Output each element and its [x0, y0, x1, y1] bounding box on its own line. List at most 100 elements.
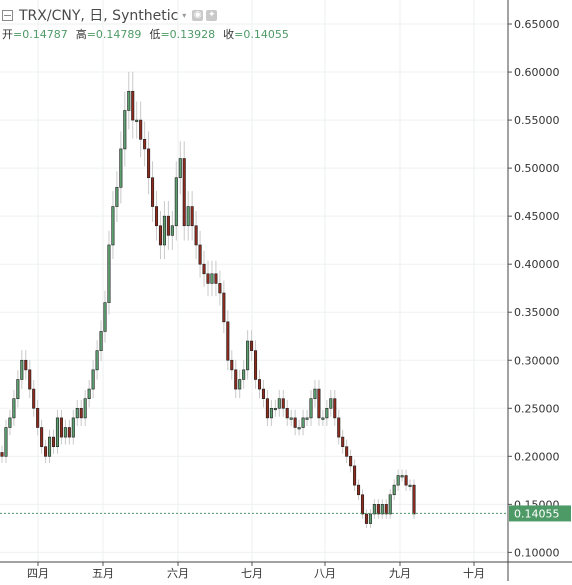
high-value: =0.14789 [86, 27, 142, 41]
candle [139, 101, 143, 158]
candle-body [357, 484, 361, 496]
candle-body [79, 407, 83, 419]
candle [265, 389, 269, 426]
candle [293, 409, 297, 436]
grid-lines [0, 0, 508, 562]
candle-body [139, 119, 143, 140]
y-tick-label: 0.50000 [514, 162, 560, 175]
candle-body [400, 475, 404, 478]
candle-body [24, 359, 28, 371]
candle-body [131, 90, 135, 121]
chevron-down-icon[interactable]: ▾ [182, 10, 187, 20]
candle [238, 370, 242, 399]
last-price-badge [509, 505, 571, 522]
candle [162, 201, 166, 260]
candle [234, 360, 238, 399]
candle [115, 171, 119, 223]
candle [111, 191, 115, 260]
candle [166, 201, 170, 250]
candle [51, 429, 56, 454]
candle [230, 350, 234, 380]
candle-body [206, 273, 210, 284]
candle [154, 191, 159, 241]
candle-body [301, 417, 305, 428]
candle [151, 161, 155, 223]
y-tick-label: 0.40000 [514, 258, 560, 271]
candle [214, 260, 218, 297]
candle-body [333, 398, 337, 419]
x-tick-label: 六月 [167, 567, 189, 580]
candle [376, 499, 380, 519]
candle-body [269, 407, 273, 419]
candle-body [12, 398, 16, 419]
candle-body [8, 417, 12, 428]
candle-body [123, 110, 127, 150]
candle-body [313, 388, 317, 399]
candle-body [0, 452, 4, 457]
candle-body [115, 187, 119, 207]
candle-body [75, 407, 79, 419]
eye-icon[interactable]: ◉ [192, 9, 204, 21]
close-label: 收 [223, 28, 235, 41]
candle-body [55, 417, 59, 448]
candle-body [67, 427, 71, 438]
x-tick-label: 十月 [463, 566, 485, 580]
candle-body [345, 446, 349, 457]
candle-body [329, 398, 333, 409]
y-tick-label: 0.25000 [514, 402, 560, 415]
candle-body [44, 446, 48, 457]
candle [218, 270, 222, 306]
candle [372, 499, 376, 519]
candle [337, 409, 341, 445]
x-tick-label: 七月 [241, 567, 263, 580]
candle [261, 379, 265, 408]
candle-body [147, 148, 151, 179]
candle [182, 141, 186, 241]
candle-body [119, 148, 123, 188]
candle [289, 409, 293, 426]
candle [349, 449, 353, 473]
close-value: =0.14055 [234, 27, 289, 41]
candle-body [71, 417, 75, 438]
candle [285, 399, 289, 426]
candle [158, 210, 162, 260]
candle-body [214, 273, 218, 284]
collapse-icon[interactable] [2, 9, 13, 21]
candle [321, 409, 325, 426]
candle [269, 399, 273, 426]
candle-body [127, 90, 131, 111]
high-label: 高 [75, 28, 87, 41]
candle-body [143, 138, 147, 150]
candle [143, 121, 147, 167]
y-tick-label: 0.65000 [514, 18, 560, 31]
candle [408, 479, 412, 491]
open-value: =0.14787 [13, 27, 68, 41]
candle-body [32, 388, 36, 409]
candle-body [380, 504, 384, 515]
candle [194, 210, 198, 260]
candle [55, 409, 59, 454]
settings-icon[interactable]: ✦ [206, 9, 218, 21]
candle-body [103, 302, 107, 332]
candle [281, 389, 285, 417]
candle-body [376, 504, 380, 515]
candle [44, 439, 48, 464]
candle-body [321, 417, 325, 420]
candle [329, 389, 333, 417]
candle-body [325, 407, 329, 419]
candle-body [210, 273, 214, 284]
candle-body [48, 436, 52, 457]
candle-body [186, 206, 190, 227]
candle-body [404, 475, 408, 486]
candle-body [151, 177, 155, 207]
candle [147, 131, 151, 195]
candle-body [396, 475, 400, 486]
candle [341, 429, 345, 454]
candle [36, 399, 40, 436]
low-label: 低 [149, 28, 161, 41]
candle [254, 340, 258, 389]
y-tick-label: 0.30000 [514, 354, 560, 367]
